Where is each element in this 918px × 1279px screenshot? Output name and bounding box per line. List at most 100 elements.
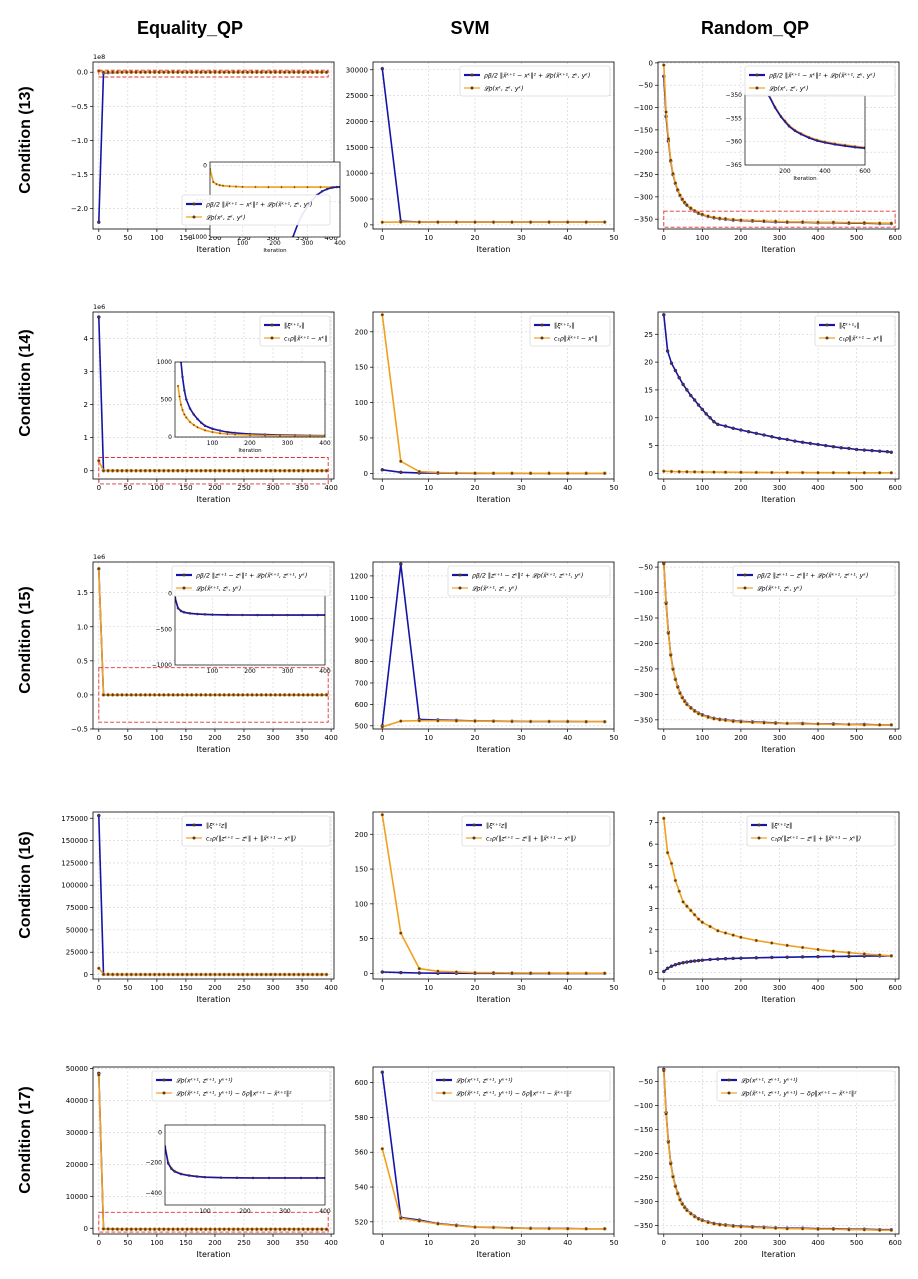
series-point-blue-4 <box>677 961 681 966</box>
series-point-orange-31 <box>241 468 245 473</box>
inset-point-blue-7 <box>211 613 214 616</box>
y-tick-label-4: −200 <box>634 149 653 157</box>
x-tick-label-0: 0 <box>380 234 384 242</box>
series-point-orange-41 <box>287 693 292 697</box>
inset-x-tick-label-1: 200 <box>244 440 256 447</box>
inset-chart: 100 200 300 400 0 −200 −400 <box>146 1124 331 1215</box>
series-point-orange-10 <box>700 920 705 925</box>
series-point-orange-11 <box>785 470 789 475</box>
series-point-orange-4 <box>115 972 120 977</box>
series-point-orange-13 <box>816 470 820 475</box>
series-point-orange-35 <box>259 1227 264 1231</box>
x-tick-label-3: 300 <box>773 234 786 242</box>
row-title-condition-17: Condition (17) <box>17 1086 35 1194</box>
series-point-blue-13 <box>723 956 728 961</box>
inset-point-blue-5 <box>196 612 199 616</box>
series-point-orange-16 <box>712 215 716 220</box>
x-tick-label-7: 350 <box>295 1239 308 1247</box>
series-point-orange-15 <box>706 1220 710 1225</box>
series-point-orange-18 <box>723 216 728 221</box>
series-point-orange-48 <box>320 972 324 977</box>
series-point-orange-46 <box>310 468 315 473</box>
y-offset-label: 1e6 <box>93 303 105 311</box>
series-point-orange-25 <box>213 972 217 977</box>
series-point-orange-14 <box>162 972 166 977</box>
legend-marker-orange <box>755 86 759 90</box>
series-point-orange-9 <box>547 220 551 224</box>
series-point-blue-12 <box>708 416 712 420</box>
inset-point-orange-9 <box>267 185 270 189</box>
legend-box <box>181 194 331 226</box>
series-point-orange-32 <box>245 693 250 697</box>
y-tick-label-4: 600 <box>355 1079 368 1087</box>
series-point-orange-38 <box>273 468 278 473</box>
series-point-orange-7 <box>129 1227 134 1231</box>
series-point-orange-8 <box>134 693 138 697</box>
series-point-orange-43 <box>296 70 301 74</box>
series-point-orange-24 <box>208 1227 213 1231</box>
series-point-orange-7 <box>510 719 514 724</box>
series-point-orange-10 <box>770 470 774 475</box>
series-point-orange-48 <box>320 70 324 74</box>
series-point-orange-23 <box>862 952 867 956</box>
legend-marker-orange <box>743 586 747 590</box>
zoom-region-box <box>663 210 896 228</box>
legend: ρβ/2 ‖zᵏ⁺¹ − zᵏ‖² + 𝓛ρ(x̃ᵏ⁺¹, zᵏ⁺¹, yᵏ) 𝓛… <box>732 565 896 597</box>
series-point-orange-26 <box>217 972 222 977</box>
y-tick-label-6: 30000 <box>346 66 368 74</box>
series-point-blue-37 <box>889 450 894 455</box>
series-point-orange-22 <box>199 693 203 697</box>
series-point-blue-2 <box>417 971 422 975</box>
series-point-orange-42 <box>292 972 296 977</box>
inset-point-blue-4 <box>188 612 192 615</box>
legend: 𝓛ρ(xᵏ⁺¹, zᵏ⁺¹, yᵏ⁺¹) 𝓛ρ(x̃ᵏ⁺¹, zᵏ⁺¹, yᵏ⁺¹… <box>431 1070 611 1102</box>
inset-point-blue-2 <box>170 1167 173 1171</box>
x-tick-label-5: 500 <box>850 1239 863 1247</box>
series-point-orange-7 <box>723 470 728 474</box>
y-tick-label-1: −0.5 <box>71 103 88 111</box>
series-point-orange-32 <box>245 1227 250 1231</box>
chart-r5c1: 0 50 100 150 200 250 300 350 400 0 10000 20000 30000… <box>66 1065 338 1259</box>
legend-marker-blue <box>743 573 747 577</box>
chart-r3c3: 0 100 200 300 400 500 600 −50 −100 −150 −200 −250 −3… <box>634 561 902 754</box>
series-point-orange-15 <box>706 715 710 720</box>
series-point-orange-18 <box>785 943 789 948</box>
y-tick-label-5: −300 <box>634 691 653 699</box>
inset-x-tick-label-3: 400 <box>319 668 331 675</box>
series-point-orange-31 <box>241 70 245 74</box>
inset-x-tick-label-1: 200 <box>269 240 281 247</box>
legend-marker-orange <box>458 586 462 590</box>
series-point-orange-31 <box>889 1228 894 1232</box>
legend-marker-blue <box>825 323 829 327</box>
series-point-orange-1 <box>664 602 668 606</box>
series-point-orange-3 <box>685 470 689 474</box>
series-point-orange-1 <box>101 972 106 976</box>
y-tick-label-4: −250 <box>634 1174 653 1182</box>
series-point-orange-24 <box>785 220 789 224</box>
series-point-orange-5 <box>700 470 705 474</box>
inset-point-orange-14 <box>248 433 252 437</box>
series-point-orange-2 <box>666 631 671 636</box>
series-point-orange-9 <box>138 972 143 977</box>
series-point-orange-11 <box>148 972 152 977</box>
series-point-orange-4 <box>454 1223 459 1228</box>
series-point-orange-27 <box>222 693 226 697</box>
series-point-orange-16 <box>712 717 716 721</box>
x-tick-label-6: 600 <box>888 234 901 242</box>
series-point-blue-33 <box>862 448 867 452</box>
series-markers-blue <box>662 313 894 455</box>
series-point-orange-17 <box>176 972 180 977</box>
series-point-orange-28 <box>227 70 231 74</box>
series-point-orange-4 <box>671 1175 675 1179</box>
series-point-orange-48 <box>320 1227 324 1231</box>
series-point-orange-24 <box>208 70 213 74</box>
series-point-orange-5 <box>120 70 124 74</box>
y-tick-label-5: −250 <box>634 171 653 179</box>
x-tick-label-3: 30 <box>517 484 526 492</box>
x-tick-label-4: 400 <box>811 484 824 492</box>
series-point-blue-9 <box>696 403 701 407</box>
x-axis-label: Iteration <box>762 495 796 504</box>
series-point-orange-33 <box>250 468 254 473</box>
series-point-orange-11 <box>584 1227 588 1231</box>
series-point-orange-33 <box>250 972 254 977</box>
